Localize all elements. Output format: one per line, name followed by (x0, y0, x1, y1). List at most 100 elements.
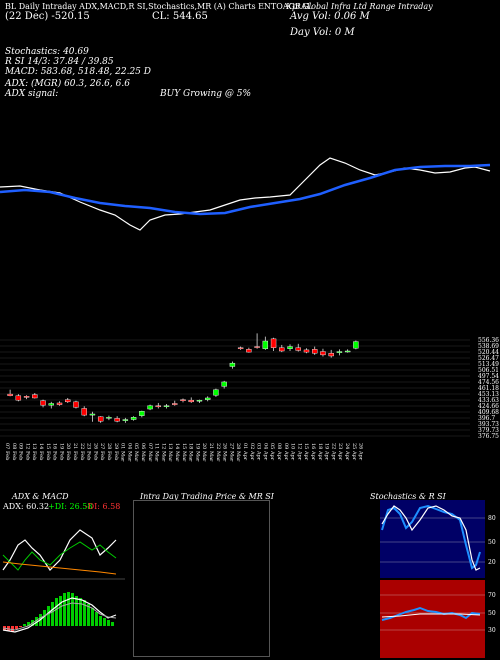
stoch-panel: 80 50 20 70 50 30 (380, 500, 496, 658)
header-date: (22 Dec) -520.15 (5, 11, 90, 22)
candle-body (122, 419, 129, 421)
candle-body (130, 417, 137, 420)
date-tick-label: 01 Apr (242, 443, 248, 461)
candle-body (73, 401, 79, 408)
price-tick-label: 497.54 (478, 373, 499, 380)
date-tick-label: 14 Feb (38, 443, 44, 460)
date-tick-label: 10 Apr (290, 443, 296, 461)
date-tick-label: 05 Apr (269, 443, 275, 461)
header-right-title: Kpi Global Infra Ltd Range Intraday (286, 2, 433, 11)
price-tick-labels: 556.36538.69520.44526.47513.49506.51497.… (478, 337, 499, 440)
price-tick-label: 538.69 (478, 343, 499, 350)
candle-body (279, 347, 285, 352)
candle-body (56, 402, 63, 405)
date-tick-label: 27 Mar (228, 443, 234, 462)
price-line-white (0, 157, 491, 231)
date-tick-label: 20 Feb (65, 443, 71, 460)
candle-body (196, 399, 203, 402)
price-tick-label: 526.47 (478, 355, 499, 362)
macd-bar (95, 612, 98, 626)
date-tick-label: 01 Mar (120, 443, 126, 462)
date-tick-label: 12 Apr (296, 443, 302, 461)
candle-body (262, 340, 269, 349)
macd-bar (35, 617, 38, 626)
stoch-panel-title: Stochastics & R SI (370, 492, 446, 501)
date-tick-label: 08 Apr (276, 443, 282, 461)
date-tick-label: 16 Apr (310, 443, 316, 461)
macd-bar (71, 593, 74, 626)
date-tick-label: 02 Apr (249, 443, 255, 461)
macd-bar (59, 596, 62, 626)
candle-body (213, 389, 219, 396)
candle-body (328, 353, 334, 357)
date-tick-label: 16 Feb (52, 443, 58, 460)
price-tick-label: 379.73 (478, 427, 499, 434)
candle-body (7, 393, 13, 396)
macd-bar (11, 626, 14, 632)
date-tick-label: 27 Feb (99, 443, 105, 460)
price-tick-label: 474.56 (478, 379, 499, 386)
macd-readout: MACD: 583.68, 518.48, 22.25 D (5, 67, 151, 77)
stoch-bg (380, 500, 485, 578)
stoch-tick-20: 20 (488, 559, 496, 566)
date-tick-label: 15 Mar (181, 443, 187, 462)
header-left-title: BL Daily Intraday ADX,MACD,R SI,Stochast… (5, 2, 313, 11)
date-tick-label: 18 Apr (317, 443, 323, 461)
stoch-line-white (381, 505, 481, 571)
price-tick-label: 506.51 (478, 367, 499, 374)
candle-body (320, 351, 326, 356)
date-tick-label: 05 Mar (133, 443, 139, 462)
macd-bar (103, 618, 106, 626)
date-tick-label: 09 Feb (18, 443, 24, 460)
ma-line-blue (0, 163, 491, 216)
date-tick-label: 21 Feb (72, 443, 78, 460)
macd-bar (51, 602, 54, 626)
price-tick-label: 409.68 (478, 409, 499, 416)
candle-body (312, 349, 318, 354)
adx-line-white (2, 529, 117, 571)
candle-body (188, 399, 194, 403)
date-tick-label: 09 Apr (283, 443, 289, 461)
macd-line-white (2, 597, 117, 633)
candle-body (221, 381, 227, 387)
adx-line-green (2, 541, 117, 571)
date-tick-label: 07 Mar (147, 443, 153, 462)
macd-bar (15, 626, 18, 629)
candle-body (81, 408, 87, 416)
price-tick-label: 453.13 (478, 391, 499, 398)
adx-panel-bg (0, 500, 125, 660)
stoch-tick-50: 50 (488, 539, 496, 546)
adx-panel-title: ADX & MACD (12, 492, 69, 501)
date-tick-label: 04 Apr (262, 443, 268, 461)
date-tick-label: 28 Feb (106, 443, 112, 460)
macd-bar (47, 606, 50, 626)
candle-body (237, 347, 244, 349)
candle-body (65, 399, 71, 403)
adx-line-orange (2, 561, 117, 575)
date-tick-label: 15 Apr (303, 443, 309, 461)
intraday-panel-title: Intra Day Trading Price & MR SI (140, 492, 274, 501)
main-price-chart: 556.36538.69520.44526.47513.49506.51497.… (0, 157, 499, 462)
candle-body (336, 351, 343, 353)
date-tick-label: 14 Mar (174, 443, 180, 462)
price-tick-label: 513.49 (478, 361, 499, 368)
macd-bar (67, 592, 70, 626)
candle-body (32, 394, 38, 399)
date-tick-label: 11 Mar (154, 443, 160, 462)
candle-body (270, 338, 277, 348)
di-pos-text: +DI: 26.58 (48, 502, 92, 511)
macd-bar (55, 598, 58, 626)
date-tick-label: 26 Mar (222, 443, 228, 462)
date-tick-label: 19 Feb (58, 443, 64, 460)
rsi-readout: R SI 14/3: 37.84 / 39.85 (5, 57, 114, 67)
candle-body (89, 413, 96, 416)
date-tick-label: 24 Apr (344, 443, 350, 461)
macd-bar (83, 600, 86, 626)
candle-body (353, 341, 359, 349)
rsi-tick-50: 50 (488, 610, 496, 617)
price-tick-label: 396.7 (478, 415, 495, 422)
di-neg-text: -DI: 6.58 (85, 502, 120, 511)
candle-body (287, 346, 293, 349)
date-tick-label: 13 Feb (31, 443, 37, 460)
candle-body (147, 405, 153, 410)
